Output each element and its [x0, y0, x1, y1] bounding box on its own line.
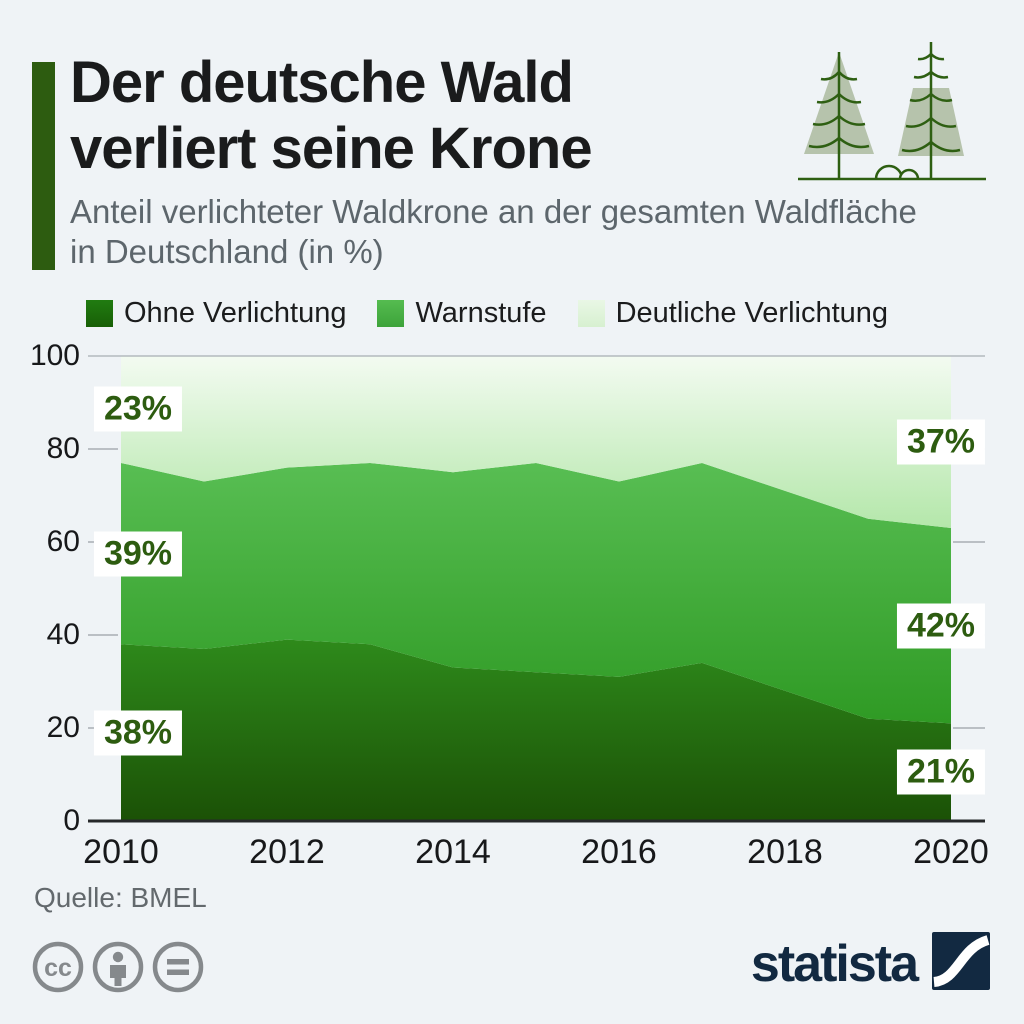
x-axis-label-2020: 2020	[913, 833, 989, 871]
legend-label: Deutliche Verlichtung	[615, 297, 889, 329]
y-axis-label-100: 100	[29, 339, 80, 372]
svg-text:cc: cc	[44, 954, 72, 982]
x-axis-label-2016: 2016	[581, 833, 657, 871]
legend-item-warnstufe: Warnstufe	[377, 297, 547, 330]
x-axis-label-2010: 2010	[83, 833, 159, 871]
chart-subtitle: Anteil verlichteter Waldkrone an der ges…	[70, 192, 1024, 272]
value-label-start-0: 38%	[93, 710, 183, 756]
subtitle-line-2: in Deutschland (in %)	[70, 233, 384, 270]
legend-item-ohne-verlichtung: Ohne Verlichtung	[86, 297, 346, 330]
legend-item-deutliche-verlichtung: Deutliche Verlichtung	[577, 297, 889, 330]
legend-swatch-ohne-verlichtung	[86, 300, 113, 327]
title-accent-bar	[32, 62, 55, 270]
cc-nd-icon	[152, 941, 204, 993]
statista-logo: statista	[751, 932, 990, 995]
cc-license-icons: cc	[30, 938, 206, 1001]
x-axis-label-2018: 2018	[747, 833, 823, 871]
x-axis-label-2012: 2012	[249, 833, 325, 871]
value-label-end-0: 21%	[896, 749, 986, 795]
x-axis-label-2014: 2014	[415, 833, 491, 871]
plot-area	[88, 355, 985, 823]
stacked-area-chart: 0 20 40 60 80 100 2010 2012 2014 2016 2018 2020 38% 3…	[0, 339, 1024, 885]
y-axis-label-60: 60	[46, 525, 80, 558]
value-label-start-1: 39%	[93, 531, 183, 577]
y-axis-label-80: 80	[46, 432, 80, 465]
legend-label: Ohne Verlichtung	[124, 297, 347, 329]
y-axis-label-0: 0	[63, 804, 80, 837]
legend-swatch-deutliche-verlichtung	[577, 300, 605, 327]
value-label-start-2: 23%	[93, 386, 183, 432]
source-note: Quelle: BMEL	[34, 882, 207, 913]
page-title: Der deutsche Wald verliert seine Krone	[70, 50, 790, 182]
title-line-2: verliert seine Krone	[70, 116, 593, 181]
legend-label: Warnstufe	[415, 297, 547, 329]
y-axis-label-40: 40	[46, 618, 80, 651]
cc-attribution-icon	[92, 941, 144, 993]
value-label-end-1: 42%	[896, 603, 986, 649]
legend-swatch-warnstufe	[377, 300, 405, 327]
area-band-0	[121, 639, 951, 821]
y-axis-label-20: 20	[46, 711, 80, 744]
statista-wordmark: statista	[750, 934, 919, 993]
area-band-2	[121, 356, 951, 529]
area-band-1	[121, 462, 951, 724]
title-line-1: Der deutsche Wald	[70, 50, 574, 115]
subtitle-line-1: Anteil verlichteter Waldkrone an der ges…	[70, 193, 917, 230]
cc-icon: cc	[32, 941, 84, 993]
value-label-end-2: 37%	[896, 419, 986, 465]
chart-legend: Ohne Verlichtung Warnstufe Deutliche Ver…	[86, 297, 888, 330]
trees-icon	[792, 36, 992, 191]
statista-logo-mark	[932, 932, 990, 995]
